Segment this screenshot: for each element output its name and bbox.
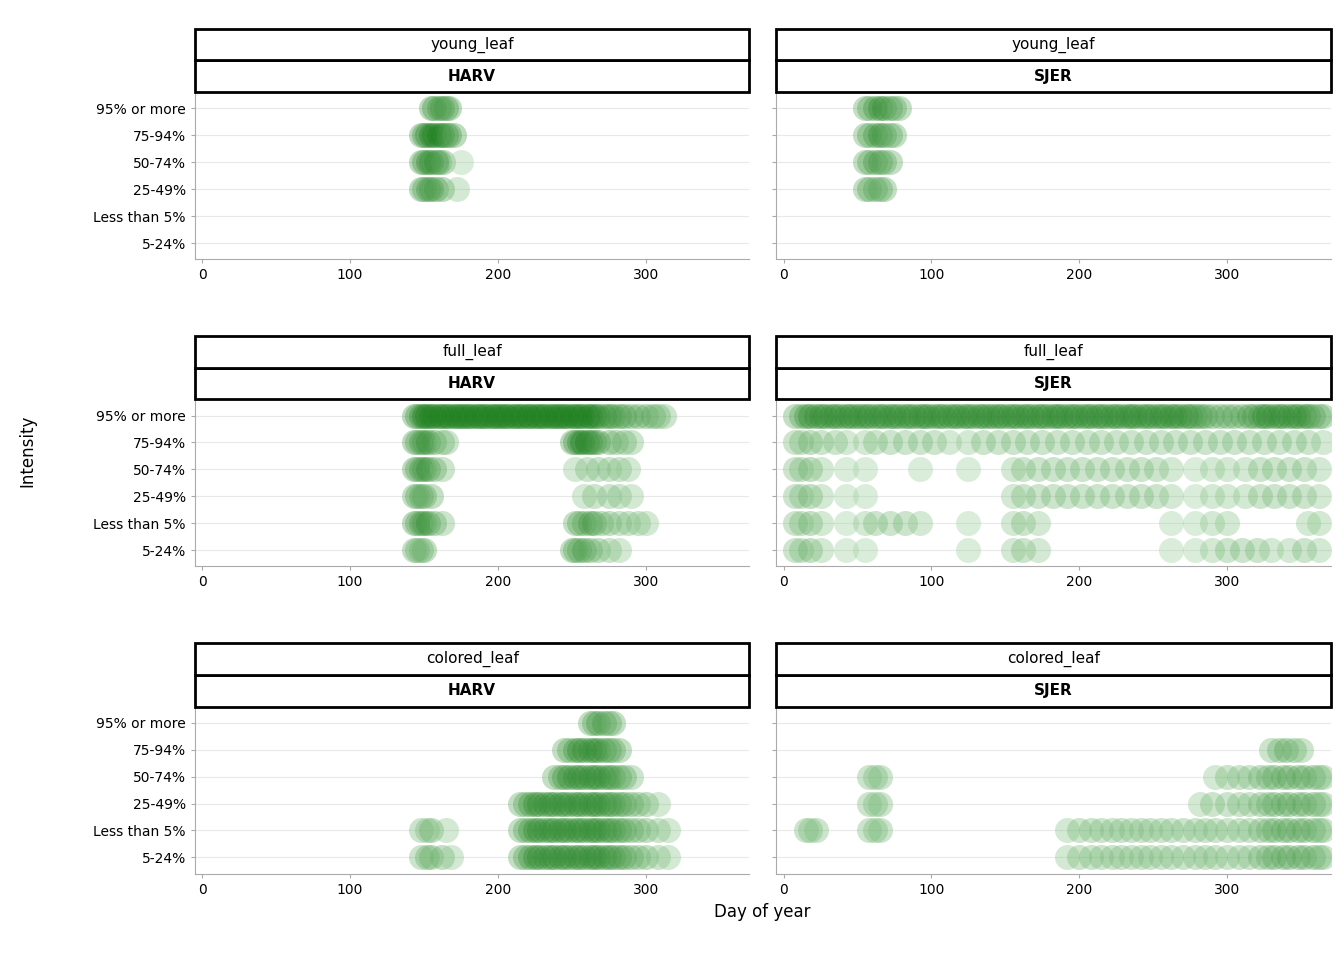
Text: SJER: SJER <box>1034 684 1073 698</box>
Text: full_leaf: full_leaf <box>442 344 501 360</box>
Text: full_leaf: full_leaf <box>1024 344 1083 360</box>
Text: SJER: SJER <box>1034 376 1073 391</box>
Text: HARV: HARV <box>448 684 496 698</box>
Text: Intensity: Intensity <box>17 415 36 488</box>
Text: colored_leaf: colored_leaf <box>426 651 519 667</box>
Text: SJER: SJER <box>1034 69 1073 84</box>
Text: Day of year: Day of year <box>715 903 810 921</box>
Text: HARV: HARV <box>448 376 496 391</box>
Text: HARV: HARV <box>448 69 496 84</box>
Text: young_leaf: young_leaf <box>430 36 513 53</box>
Text: colored_leaf: colored_leaf <box>1007 651 1099 667</box>
Text: young_leaf: young_leaf <box>1012 36 1095 53</box>
